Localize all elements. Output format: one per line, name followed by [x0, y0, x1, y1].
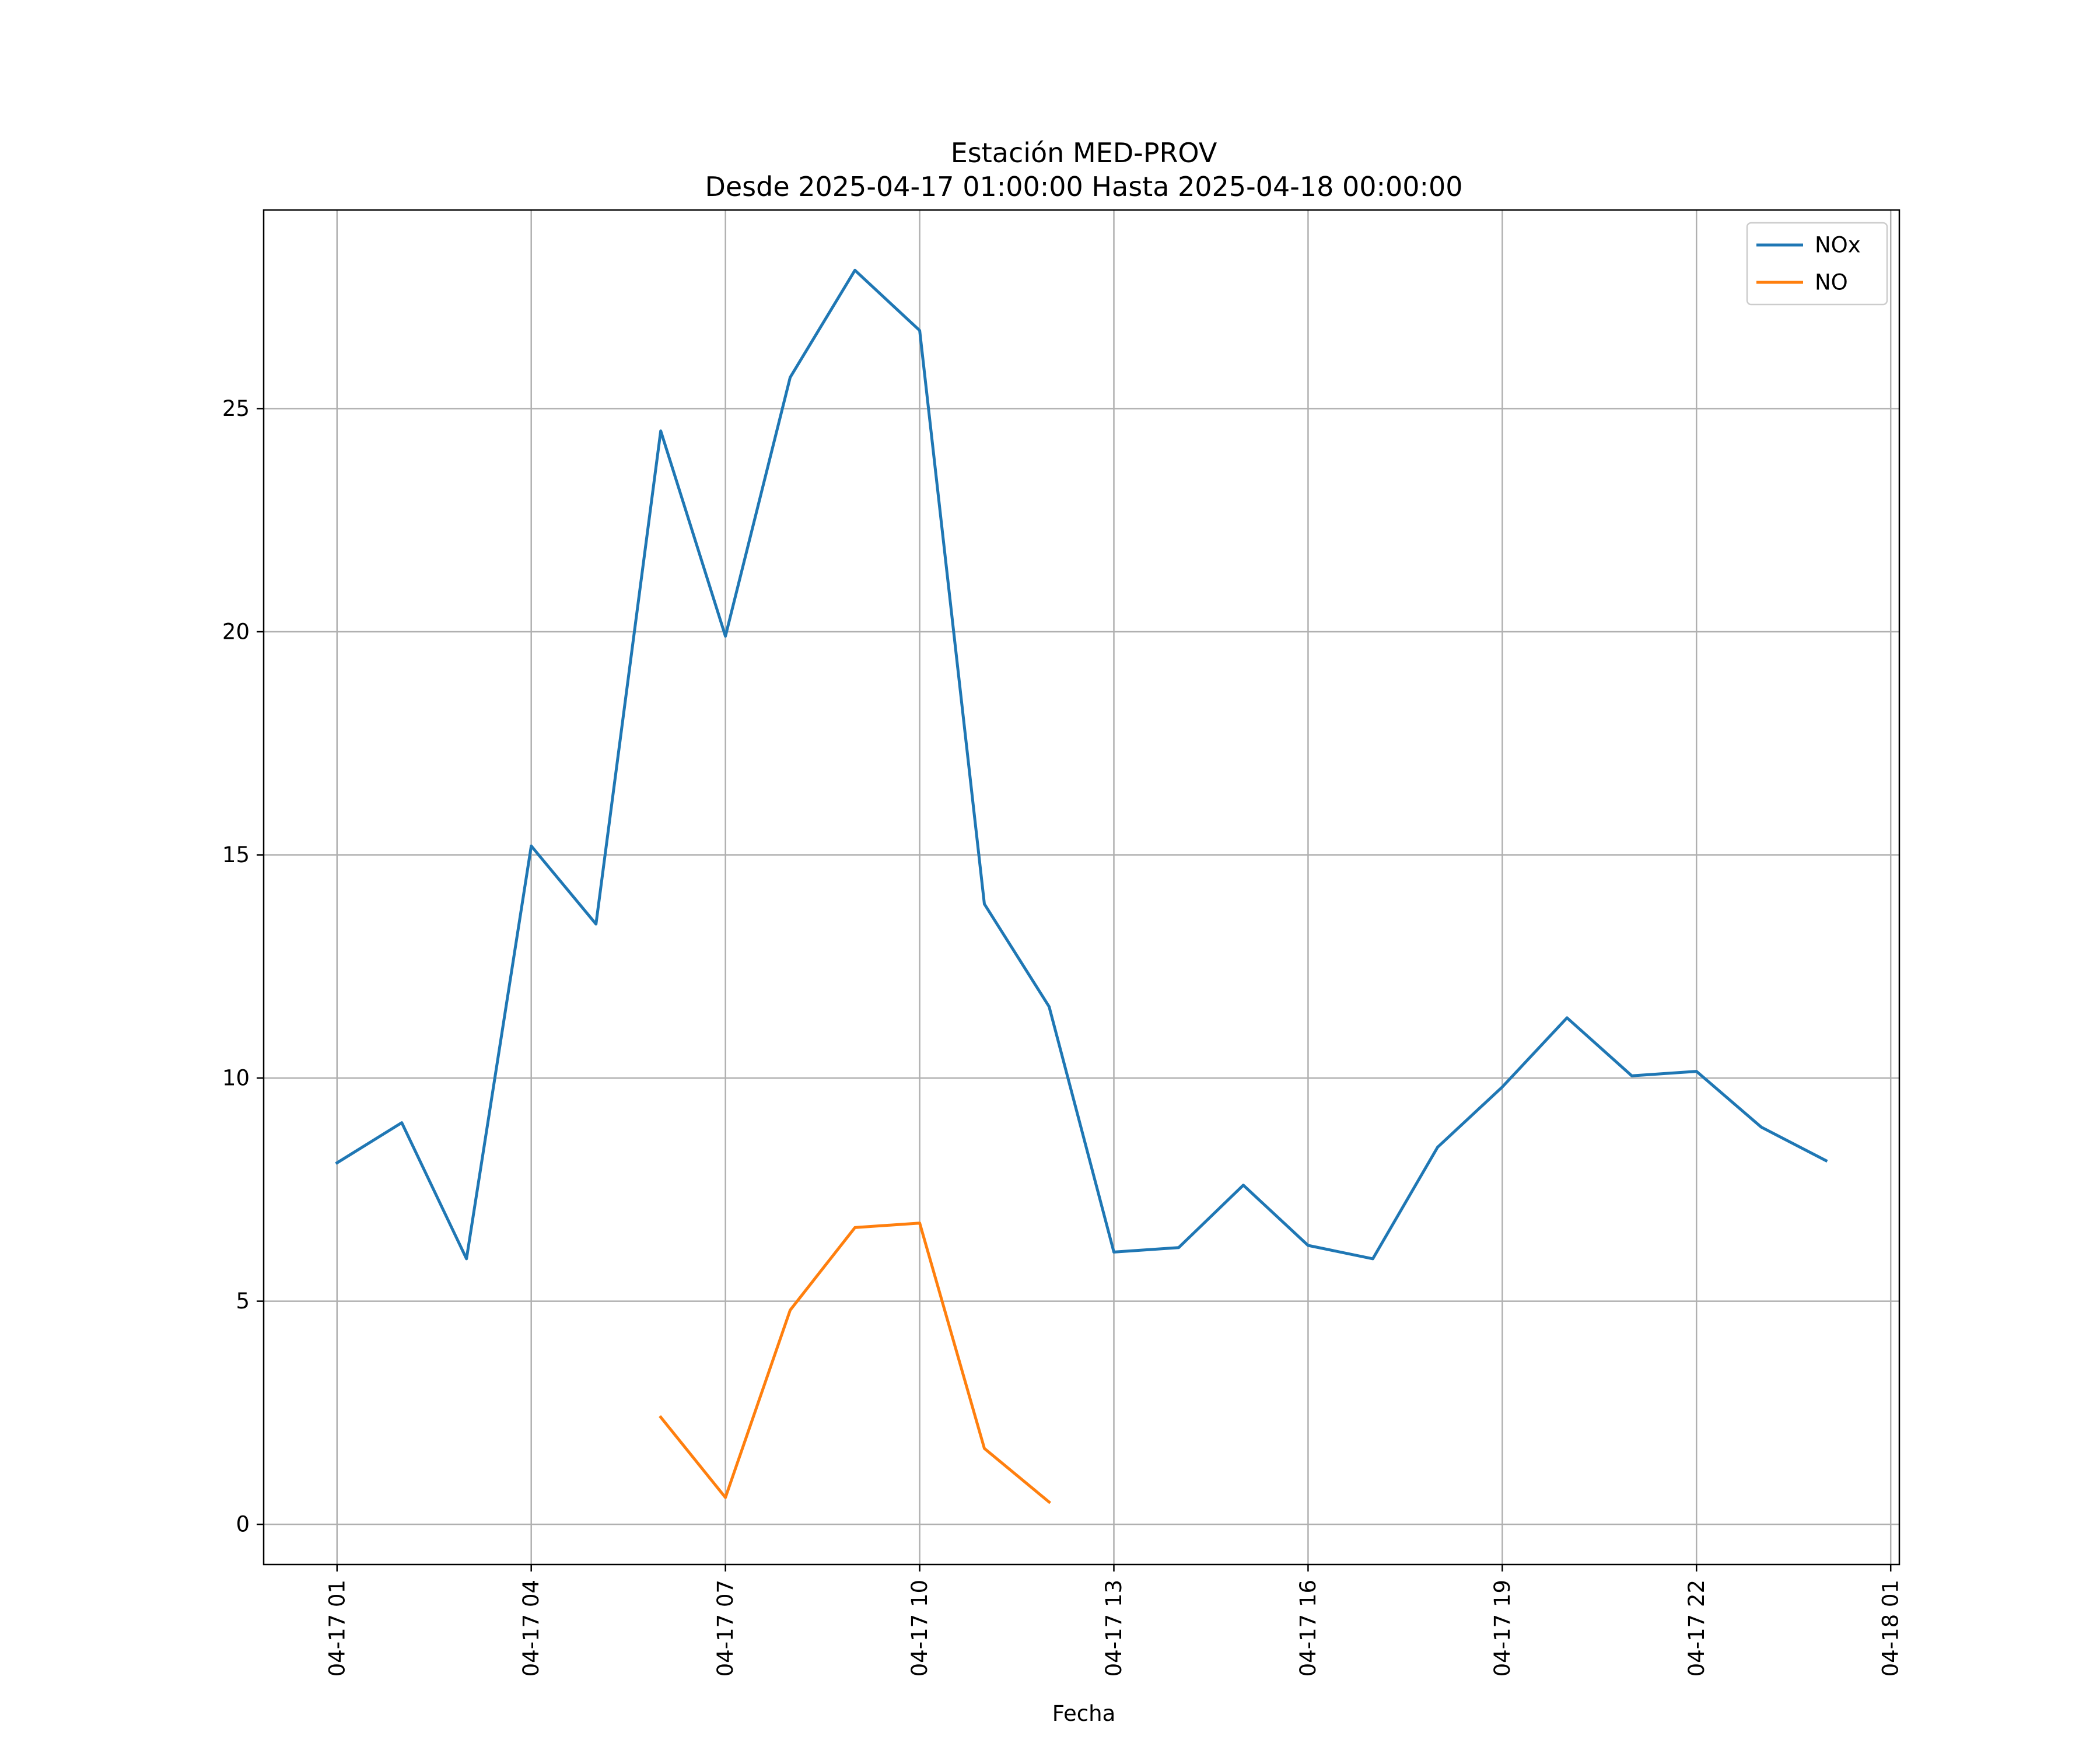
legend-label-no: NO	[1815, 270, 1848, 295]
x-tick-label: 04-17 19	[1490, 1580, 1515, 1676]
plot-area-frame	[262, 209, 1901, 1566]
chart-title: Estación MED-PROV	[951, 137, 1217, 169]
x-tick-label: 04-17 13	[1101, 1580, 1126, 1676]
y-tick-label: 10	[222, 1066, 250, 1091]
grid	[264, 210, 1899, 1564]
x-tick-label: 04-17 22	[1684, 1580, 1709, 1676]
x-tick-label: 04-18 01	[1878, 1580, 1903, 1676]
series-line-nox	[335, 268, 1828, 1261]
y-tick-label: 20	[222, 619, 250, 644]
x-tick-label: 04-17 01	[324, 1580, 349, 1676]
y-tick-label: 15	[222, 842, 250, 867]
series-line-no	[659, 1222, 1052, 1504]
y-tick-label: 5	[236, 1289, 250, 1314]
x-axis-label: Fecha	[1052, 1701, 1116, 1726]
axis-ticks: 04-17 01 04-17 04 04-17 07 04-17 10 04-17 13…	[222, 396, 1903, 1676]
chart-subtitle: Desde 2025-04-17 01:00:00 Hasta 2025-04-…	[705, 171, 1462, 202]
x-tick-label: 04-17 10	[907, 1580, 932, 1676]
y-tick-label: 25	[222, 396, 250, 421]
legend-label-nox: NOx	[1815, 233, 1861, 258]
legend-frame	[1746, 222, 1888, 306]
x-tick-label: 04-17 07	[713, 1580, 738, 1676]
y-tick-label: 0	[236, 1512, 250, 1537]
x-tick-label: 04-17 04	[519, 1580, 544, 1676]
x-tick-label: 04-17 16	[1296, 1580, 1321, 1676]
plot-lines	[335, 268, 1828, 1504]
legend: NOx NO	[1746, 222, 1888, 306]
